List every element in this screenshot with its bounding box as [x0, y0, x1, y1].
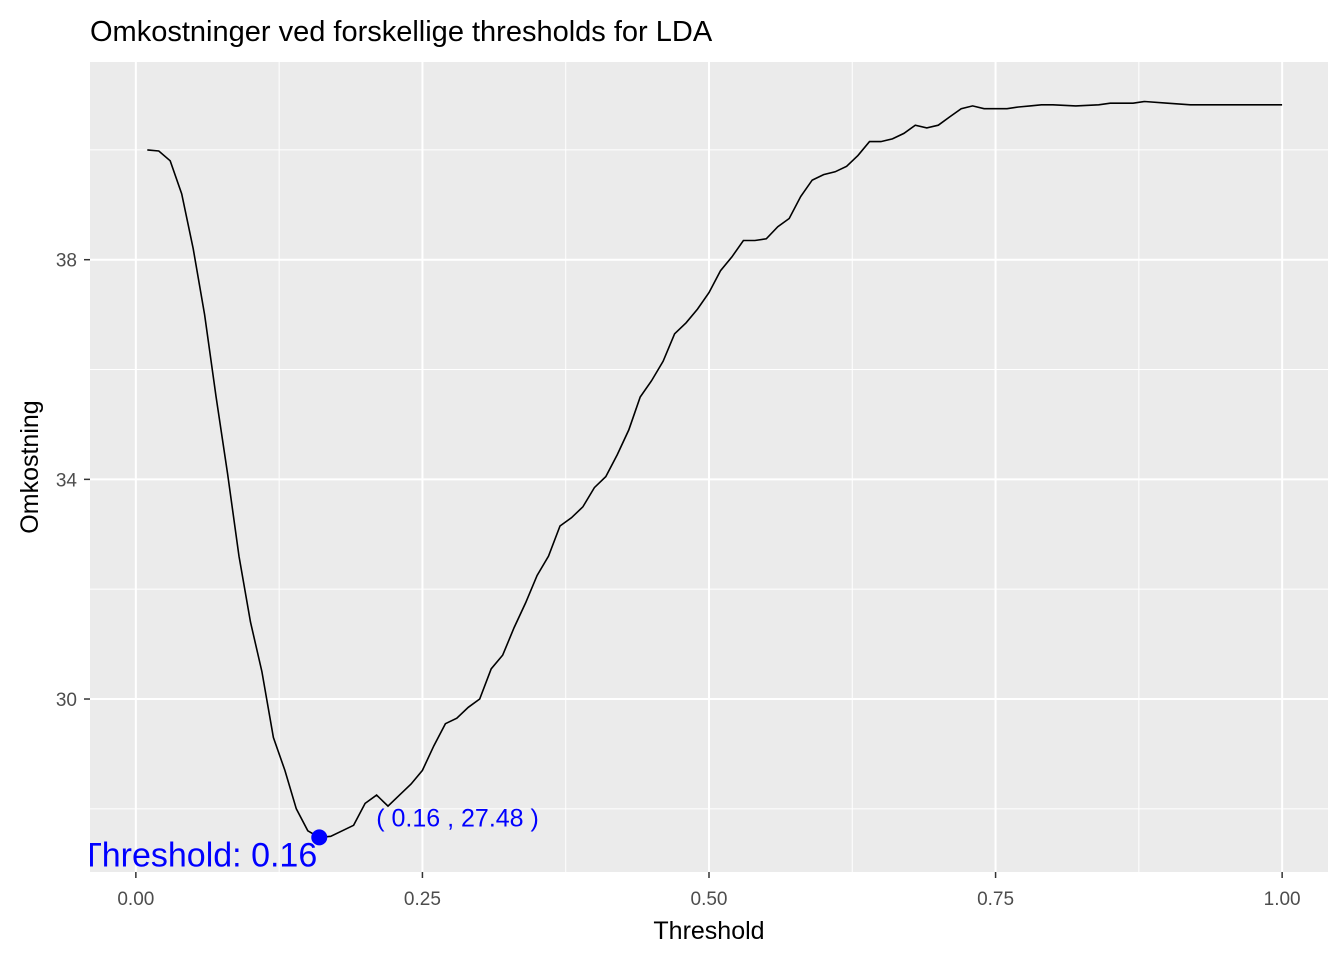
y-tick-label: 30	[56, 690, 77, 711]
grid-major	[90, 62, 1328, 872]
x-tick-label: 1.00	[1264, 889, 1301, 910]
x-tick-label: 0.75	[977, 889, 1014, 910]
x-axis-title: Threshold	[653, 917, 764, 945]
x-tick-label: 0.25	[404, 889, 441, 910]
y-tick-label: 34	[56, 470, 78, 491]
y-tick-label: 38	[56, 251, 77, 272]
x-tick-label: 0.50	[691, 889, 728, 910]
x-axis-ticks: 0.00 0.25 0.50 0.75 1.00	[117, 872, 1301, 910]
x-tick-label: 0.00	[117, 889, 154, 910]
threshold-annotation: Threshold: 0.16	[81, 836, 317, 874]
y-axis-ticks: 30 34 38	[56, 251, 90, 711]
y-axis-title: Omkostning	[16, 400, 44, 533]
min-cost-point	[311, 829, 328, 846]
min-cost-point-label: ( 0.16 , 27.48 )	[376, 804, 539, 832]
chart-title: Omkostninger ved forskellige thresholds …	[90, 16, 713, 48]
